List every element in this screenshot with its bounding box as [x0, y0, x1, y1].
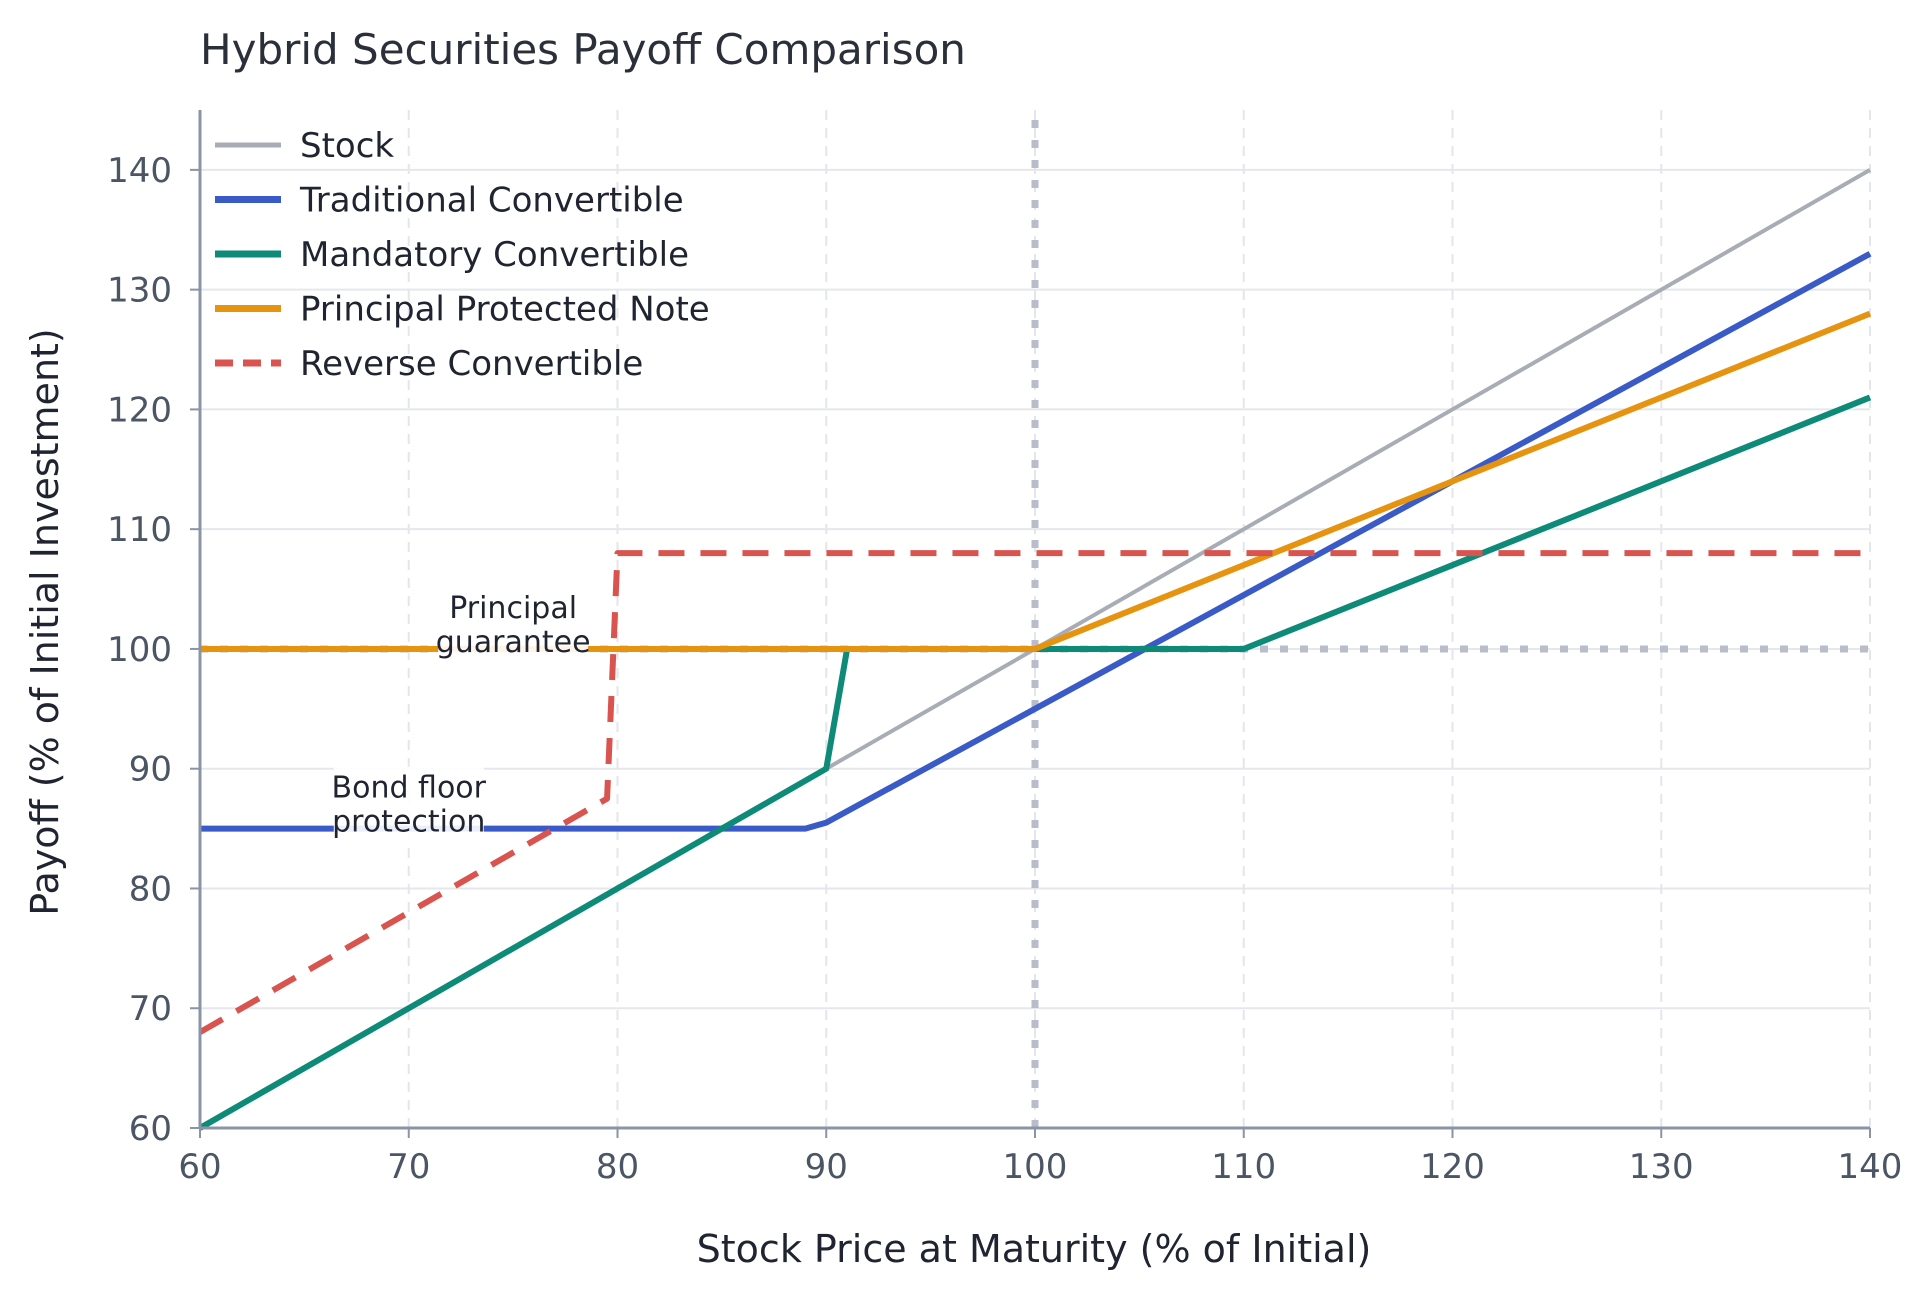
- x-tick-label: 60: [178, 1147, 221, 1187]
- y-tick-label: 60: [129, 1109, 172, 1149]
- x-tick-label: 70: [387, 1147, 430, 1187]
- y-tick-label: 80: [129, 869, 172, 909]
- legend-label: Principal Protected Note: [300, 290, 710, 330]
- legend: Stock Traditional Convertible Mandatory Co…: [215, 126, 710, 384]
- x-tick-label: 80: [596, 1147, 639, 1187]
- chart-title: Hybrid Securities Payoff Comparison: [200, 25, 966, 74]
- x-tick-label: 100: [1003, 1147, 1068, 1187]
- x-tick-label: 90: [805, 1147, 848, 1187]
- x-tick-label: 110: [1211, 1147, 1276, 1187]
- annotation-background: [333, 766, 484, 843]
- series-line-traditional-convertible: [200, 251, 1872, 832]
- annotation-text: Bond floor: [332, 771, 487, 806]
- reference-lines: [200, 120, 1870, 1128]
- x-axis-label: Stock Price at Maturity (% of Initial): [697, 1227, 1372, 1271]
- y-tick-label: 70: [129, 989, 172, 1029]
- y-tick-label: 130: [107, 271, 172, 311]
- y-tick-label: 100: [107, 630, 172, 670]
- legend-label: Reverse Convertible: [300, 344, 643, 384]
- series-line-reverse-convertible: [198, 550, 1870, 1035]
- legend-label: Mandatory Convertible: [300, 235, 689, 275]
- annotation-background: [438, 586, 589, 663]
- axes: 60 70 80 90 100 110 120 130 140 60 70 80 90 100 110 120…: [107, 110, 1902, 1187]
- annotation-text: guarantee: [436, 625, 591, 660]
- legend-label: Stock: [300, 126, 394, 166]
- y-tick-label: 110: [107, 510, 172, 550]
- legend-label: Traditional Convertible: [299, 181, 684, 221]
- x-tick-label: 140: [1838, 1147, 1903, 1187]
- x-tick-label: 120: [1420, 1147, 1485, 1187]
- x-tick-label: 130: [1629, 1147, 1694, 1187]
- y-tick-label: 120: [107, 390, 172, 430]
- y-tick-label: 90: [129, 750, 172, 790]
- y-axis-label: Payoff (% of Initial Investment): [23, 328, 67, 916]
- annotation-text: protection: [332, 805, 485, 840]
- series-layer: [198, 168, 1872, 1131]
- y-tick-label: 140: [107, 151, 172, 191]
- annotation-text: Principal: [449, 591, 577, 626]
